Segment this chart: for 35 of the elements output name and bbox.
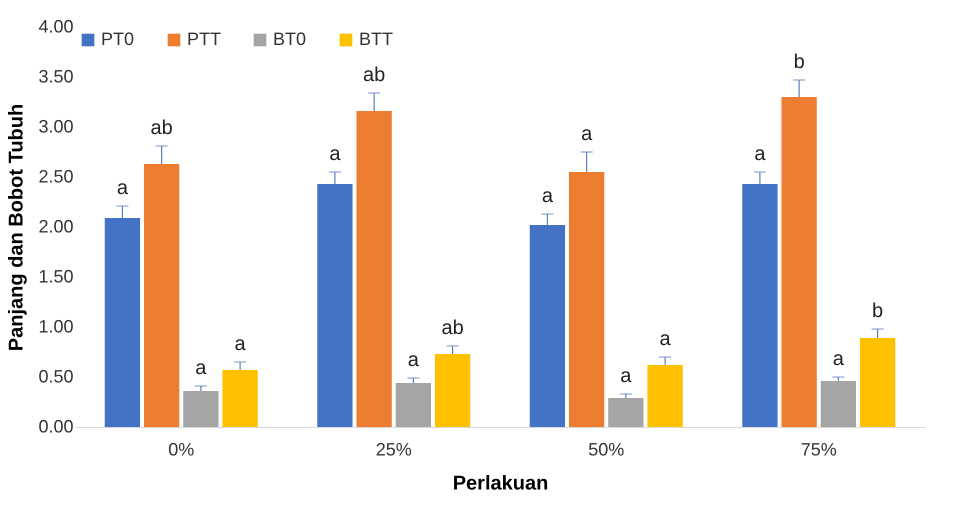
data-label: a <box>329 143 342 165</box>
data-label: a <box>581 123 594 145</box>
data-label: b <box>872 300 884 322</box>
x-axis-title: Perlakuan <box>452 472 548 494</box>
x-tick-label: 50% <box>588 440 624 460</box>
data-label: ab <box>150 117 173 139</box>
data-label: b <box>794 51 805 73</box>
y-tick-label: 1.50 <box>38 266 74 286</box>
data-label: a <box>408 349 420 371</box>
data-label: a <box>195 357 208 379</box>
y-axis-title: Panjang dan Bobot Tubuh <box>5 104 28 352</box>
data-label: a <box>620 365 632 387</box>
data-label: a <box>754 143 766 165</box>
legend-label: PTT <box>187 29 221 49</box>
y-tick-label: 0.50 <box>38 366 74 386</box>
y-tick-label: 3.00 <box>38 116 74 136</box>
x-tick-label: 0% <box>168 440 194 460</box>
data-label: ab <box>363 64 386 86</box>
y-tick-label: 1.00 <box>38 316 74 336</box>
legend-label: BTT <box>359 29 393 49</box>
data-label: a <box>542 185 554 207</box>
data-label: a <box>116 177 129 199</box>
x-tick-label: 25% <box>376 440 412 460</box>
data-label: a <box>660 328 672 350</box>
y-tick-label: 0.00 <box>38 416 74 436</box>
y-tick-label: 2.00 <box>38 216 74 236</box>
y-tick-label: 3.50 <box>38 66 74 86</box>
y-tick-label: 2.50 <box>38 166 74 186</box>
data-label: a <box>234 333 247 355</box>
legend-label: PT0 <box>101 29 134 49</box>
data-label: a <box>832 348 845 370</box>
x-tick-label: 75% <box>800 440 837 460</box>
y-tick-label: 4.00 <box>38 16 74 36</box>
legend-label: BT0 <box>273 29 306 49</box>
data-label: ab <box>441 317 464 339</box>
